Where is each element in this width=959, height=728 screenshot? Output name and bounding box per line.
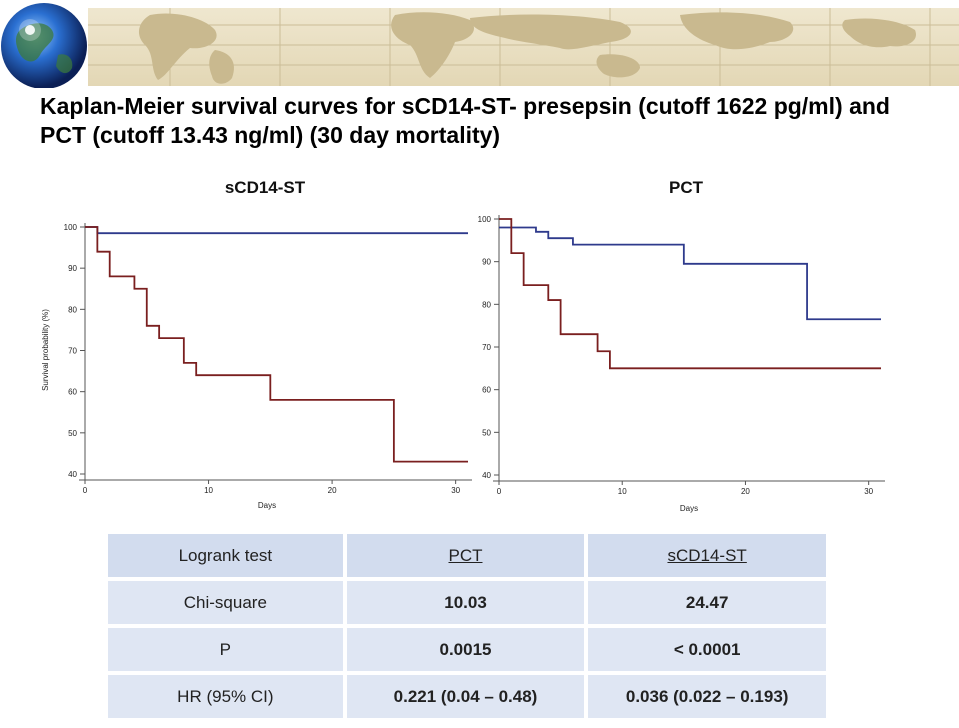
x-tick-label: 20 — [741, 487, 750, 496]
header-cell-test: Logrank test — [106, 532, 345, 579]
y-tick-label: 90 — [482, 258, 491, 267]
header-cell-pct: PCT — [344, 532, 587, 579]
survival-curve-low — [85, 226, 468, 235]
table-header-row: Logrank test PCT sCD14-ST — [106, 532, 828, 579]
pct-value: 10.03 — [344, 579, 587, 626]
table-row: Chi-square 10.03 24.47 — [106, 579, 828, 626]
header-banner — [1, 3, 959, 88]
y-tick-label: 90 — [68, 264, 77, 273]
x-tick-label: 30 — [864, 487, 873, 496]
y-tick-label: 40 — [68, 470, 77, 479]
row-label: HR (95% CI) — [106, 673, 345, 720]
table-row: P 0.0015 < 0.0001 — [106, 626, 828, 673]
axes — [79, 223, 472, 481]
row-label: Chi-square — [106, 579, 345, 626]
row-label: P — [106, 626, 345, 673]
x-axis-label: Days — [680, 504, 698, 513]
scd14-value: 24.47 — [586, 579, 828, 626]
y-tick-label: 60 — [482, 386, 491, 395]
y-tick-label: 40 — [482, 471, 491, 480]
y-tick-label: 70 — [68, 347, 77, 356]
km-chart-pct: PCT Days 40 50 60 70 80 90 100 0 10 20 30 — [478, 178, 885, 513]
survival-curves — [85, 226, 468, 463]
y-ticks: 40 50 60 70 80 90 100 — [478, 215, 499, 480]
y-tick-label: 50 — [68, 429, 77, 438]
survival-curve-high — [85, 226, 468, 463]
globe-icon — [1, 3, 87, 88]
y-axis-label: Survival probability (%) — [41, 309, 50, 391]
survival-curves — [499, 218, 881, 370]
chart-title: sCD14-ST — [225, 178, 306, 197]
pct-value: 0.221 (0.04 – 0.48) — [344, 673, 587, 720]
y-tick-label: 80 — [482, 300, 491, 309]
slide-title: Kaplan-Meier survival curves for sCD14-S… — [40, 93, 890, 148]
x-tick-label: 0 — [497, 487, 502, 496]
survival-curve-high — [499, 218, 881, 370]
x-tick-label: 0 — [83, 486, 88, 495]
survival-curve-low — [499, 226, 881, 321]
chart-title: PCT — [669, 178, 704, 197]
y-tick-label: 80 — [68, 305, 77, 314]
world-map-icon — [138, 12, 916, 84]
y-tick-label: 70 — [482, 343, 491, 352]
x-axis-label: Days — [258, 501, 276, 510]
table-row: HR (95% CI) 0.221 (0.04 – 0.48) 0.036 (0… — [106, 673, 828, 720]
y-tick-label: 50 — [482, 428, 491, 437]
km-chart-scd14: sCD14-ST Survival probability (%) Days 4… — [41, 178, 472, 510]
logrank-table: Logrank test PCT sCD14-ST Chi-square 10.… — [106, 532, 828, 720]
pct-value: 0.0015 — [344, 626, 587, 673]
x-tick-label: 20 — [328, 486, 337, 495]
header-cell-scd14: sCD14-ST — [586, 532, 828, 579]
x-ticks: 0 10 20 30 — [497, 481, 874, 496]
y-tick-label: 100 — [478, 215, 492, 224]
x-ticks: 0 10 20 30 — [83, 480, 461, 495]
axes — [493, 215, 885, 482]
scd14-value: < 0.0001 — [586, 626, 828, 673]
y-tick-label: 100 — [64, 223, 78, 232]
x-tick-label: 30 — [451, 486, 460, 495]
y-tick-label: 60 — [68, 388, 77, 397]
scd14-value: 0.036 (0.022 – 0.193) — [586, 673, 828, 720]
y-ticks: 40 50 60 70 80 90 100 — [64, 223, 85, 479]
x-tick-label: 10 — [618, 487, 627, 496]
x-tick-label: 10 — [204, 486, 213, 495]
